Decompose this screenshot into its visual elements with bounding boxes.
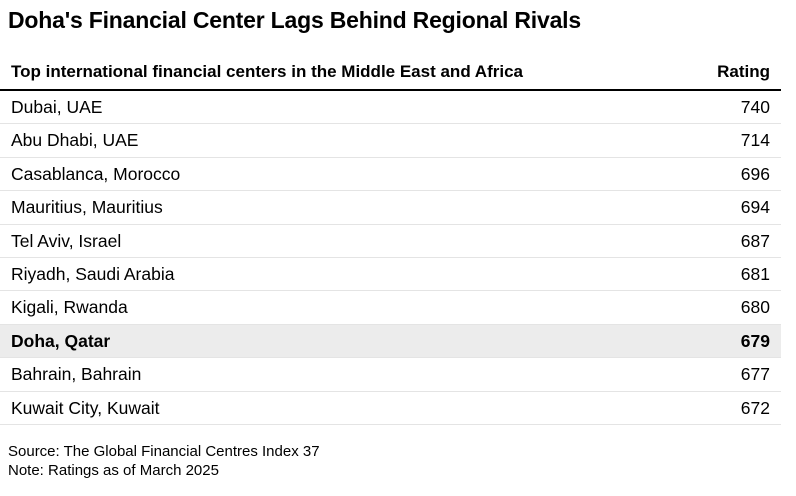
row-rating-value: 694 — [740, 197, 770, 218]
table-row: Abu Dhabi, UAE 714 — [0, 124, 781, 158]
row-rating-value: 740 — [740, 97, 770, 117]
source-note: Source: The Global Financial Centres Ind… — [8, 443, 320, 460]
column-header-center: Top international financial centers in t… — [11, 62, 523, 81]
row-rating-value: 696 — [740, 163, 770, 184]
row-center-name: Dubai, UAE — [11, 97, 103, 117]
ratings-table: Top international financial centers in t… — [0, 55, 781, 425]
row-rating-value: 681 — [740, 263, 770, 284]
row-center-name: Kigali, Rwanda — [11, 297, 128, 318]
row-center-name: Riyadh, Saudi Arabia — [11, 263, 175, 284]
row-rating-value: 687 — [740, 230, 770, 251]
table-header: Top international financial centers in t… — [0, 55, 781, 91]
date-note: Note: Ratings as of March 2025 — [8, 462, 219, 479]
table-row: Kuwait City, Kuwait 672 — [0, 392, 781, 425]
row-rating-value: 680 — [740, 297, 770, 318]
table-body: Dubai, UAE 740 Abu Dhabi, UAE 714 Casablanca… — [0, 91, 781, 425]
row-center-name: Casablanca, Morocco — [11, 163, 181, 184]
row-rating-value: 714 — [740, 130, 770, 151]
table-row: Tel Aviv, Israel 687 — [0, 225, 781, 258]
column-header-rating: Rating — [717, 62, 770, 81]
row-center-name: Abu Dhabi, UAE — [11, 130, 139, 151]
table-row: Dubai, UAE 740 — [0, 91, 781, 125]
row-center-name: Mauritius, Mauritius — [11, 197, 163, 218]
chart-title: Doha's Financial Center Lags Behind Regi… — [8, 7, 581, 33]
table-row: Kigali, Rwanda 680 — [0, 291, 781, 325]
row-rating-value: 679 — [740, 330, 770, 351]
chart-footer: Source: The Global Financial Centres Ind… — [8, 442, 320, 480]
row-center-name: Kuwait City, Kuwait — [11, 397, 160, 418]
table-row: Casablanca, Morocco 696 — [0, 158, 781, 192]
row-center-name: Doha, Qatar — [11, 330, 111, 351]
table-row: Doha, Qatar 679 — [0, 324, 781, 359]
table-row: Bahrain, Bahrain 677 — [0, 358, 781, 392]
row-rating-value: 677 — [740, 364, 770, 385]
row-rating-value: 672 — [740, 397, 770, 418]
row-center-name: Tel Aviv, Israel — [11, 230, 122, 251]
row-center-name: Bahrain, Bahrain — [11, 364, 142, 385]
table-row: Mauritius, Mauritius 694 — [0, 191, 781, 225]
table-row: Riyadh, Saudi Arabia 681 — [0, 258, 781, 292]
